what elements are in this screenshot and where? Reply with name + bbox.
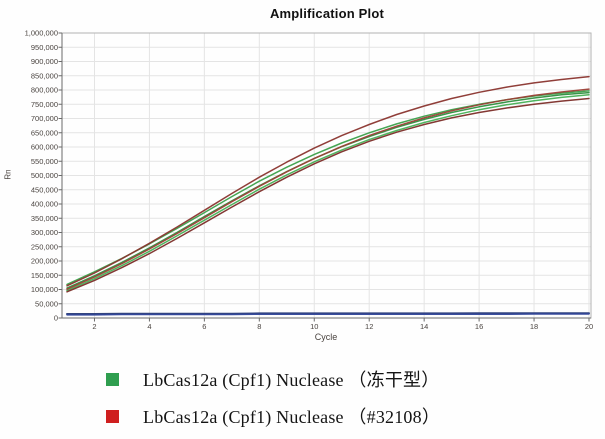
svg-text:150,000: 150,000 — [31, 271, 58, 280]
legend: LbCas12a (Cpf1) Nuclease （冻干型） LbCas12a … — [106, 366, 440, 439]
svg-text:900,000: 900,000 — [31, 57, 58, 66]
y-axis-label: Rn — [3, 169, 13, 180]
legend-swatch-red — [106, 409, 119, 423]
svg-text:800,000: 800,000 — [31, 86, 58, 95]
svg-text:400,000: 400,000 — [31, 200, 58, 209]
svg-text:100,000: 100,000 — [31, 285, 58, 294]
svg-text:700,000: 700,000 — [31, 114, 58, 123]
legend-item-32108: LbCas12a (Cpf1) Nuclease （#32108） — [106, 403, 440, 429]
svg-text:300,000: 300,000 — [31, 228, 58, 237]
svg-text:650,000: 650,000 — [31, 128, 58, 137]
svg-text:350,000: 350,000 — [31, 214, 58, 223]
svg-text:2: 2 — [92, 322, 96, 331]
svg-text:50,000: 50,000 — [35, 299, 58, 308]
svg-text:18: 18 — [530, 322, 538, 331]
svg-text:20: 20 — [585, 322, 593, 331]
svg-text:6: 6 — [202, 322, 206, 331]
legend-item-lyophilized: LbCas12a (Cpf1) Nuclease （冻干型） — [106, 366, 440, 392]
svg-text:200,000: 200,000 — [31, 257, 58, 266]
svg-text:16: 16 — [475, 322, 483, 331]
svg-text:600,000: 600,000 — [31, 143, 58, 152]
svg-text:250,000: 250,000 — [31, 242, 58, 251]
legend-label: LbCas12a (Cpf1) Nuclease （#32108） — [143, 407, 441, 427]
svg-text:550,000: 550,000 — [31, 157, 58, 166]
svg-text:0: 0 — [54, 314, 58, 323]
svg-text:1,000,000: 1,000,000 — [25, 29, 58, 38]
svg-text:500,000: 500,000 — [31, 171, 58, 180]
svg-text:10: 10 — [310, 322, 318, 331]
svg-text:950,000: 950,000 — [31, 43, 58, 52]
amplification-chart: 0 50,000 100,000 150,000 200,000 250,000 300,0… — [25, 29, 594, 332]
svg-text:450,000: 450,000 — [31, 185, 58, 194]
legend-label: LbCas12a (Cpf1) Nuclease （冻干型） — [143, 370, 440, 390]
svg-text:750,000: 750,000 — [31, 100, 58, 109]
svg-text:4: 4 — [147, 322, 151, 331]
svg-text:14: 14 — [420, 322, 428, 331]
chart-title: Amplification Plot — [269, 6, 385, 21]
x-axis-label: Cycle — [314, 332, 338, 342]
svg-text:8: 8 — [257, 322, 261, 331]
svg-text:850,000: 850,000 — [31, 71, 58, 80]
legend-swatch-green — [106, 372, 119, 386]
svg-text:12: 12 — [365, 322, 373, 331]
